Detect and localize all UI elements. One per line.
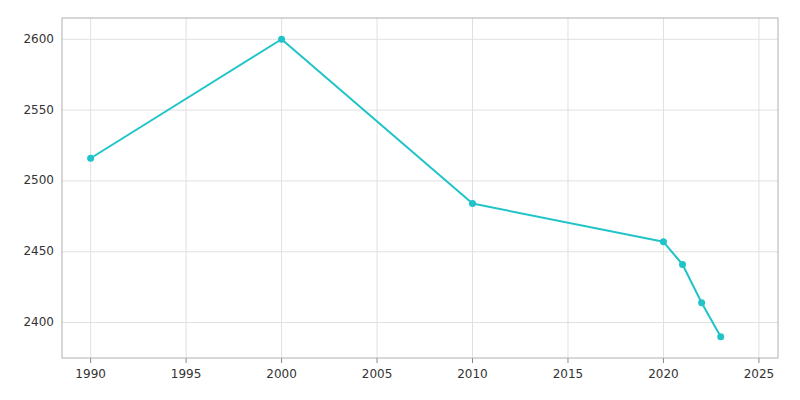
point	[87, 155, 94, 162]
y-grid-line	[62, 39, 778, 40]
x-tick-label: 2000	[266, 367, 297, 381]
point	[469, 200, 476, 207]
x-tick-mark	[377, 358, 378, 363]
x-tick-label: 2025	[744, 367, 775, 381]
x-tick-label: 2010	[457, 367, 488, 381]
x-grid-line	[472, 18, 473, 358]
x-grid-line	[758, 18, 759, 358]
y-tick-label: 2450	[23, 244, 54, 258]
point	[717, 333, 724, 340]
x-tick-label: 1995	[171, 367, 202, 381]
x-tick-mark	[663, 358, 664, 363]
data-layer	[87, 36, 724, 341]
x-tick-mark	[90, 358, 91, 363]
x-grid-line	[281, 18, 282, 358]
x-grid-line	[567, 18, 568, 358]
y-tick-label: 2550	[23, 103, 54, 117]
point	[278, 36, 285, 43]
x-tick-mark	[472, 358, 473, 363]
y-tick-label: 2400	[23, 315, 54, 329]
x-grid-line	[663, 18, 664, 358]
y-grid-line	[62, 180, 778, 181]
chart-container: 2400 2450 2500 2550 2600 1990 1995 2000 2005 2010…	[0, 0, 800, 400]
x-tick-mark	[758, 358, 759, 363]
axes: 2400 2450 2500 2550 2600 1990 1995 2000 2005 2010…	[23, 18, 778, 381]
x-grid-line	[377, 18, 378, 358]
point	[698, 299, 705, 306]
x-tick-label: 2005	[362, 367, 393, 381]
grid	[62, 18, 778, 358]
x-tick-label: 2015	[553, 367, 584, 381]
y-tick-label: 2600	[23, 32, 54, 46]
chart-svg: 2400 2450 2500 2550 2600 1990 1995 2000 2005 2010…	[0, 0, 800, 400]
plot-frame	[62, 18, 778, 358]
point	[679, 261, 686, 268]
x-tick-mark	[281, 358, 282, 363]
y-tick-label: 2500	[23, 173, 54, 187]
y-grid-line	[62, 322, 778, 323]
x-grid-line	[186, 18, 187, 358]
line	[91, 39, 721, 337]
x-tick-mark	[567, 358, 568, 363]
point	[660, 238, 667, 245]
x-tick-mark	[186, 358, 187, 363]
x-tick-label: 2020	[648, 367, 679, 381]
x-grid-line	[90, 18, 91, 358]
x-tick-label: 1990	[75, 367, 106, 381]
